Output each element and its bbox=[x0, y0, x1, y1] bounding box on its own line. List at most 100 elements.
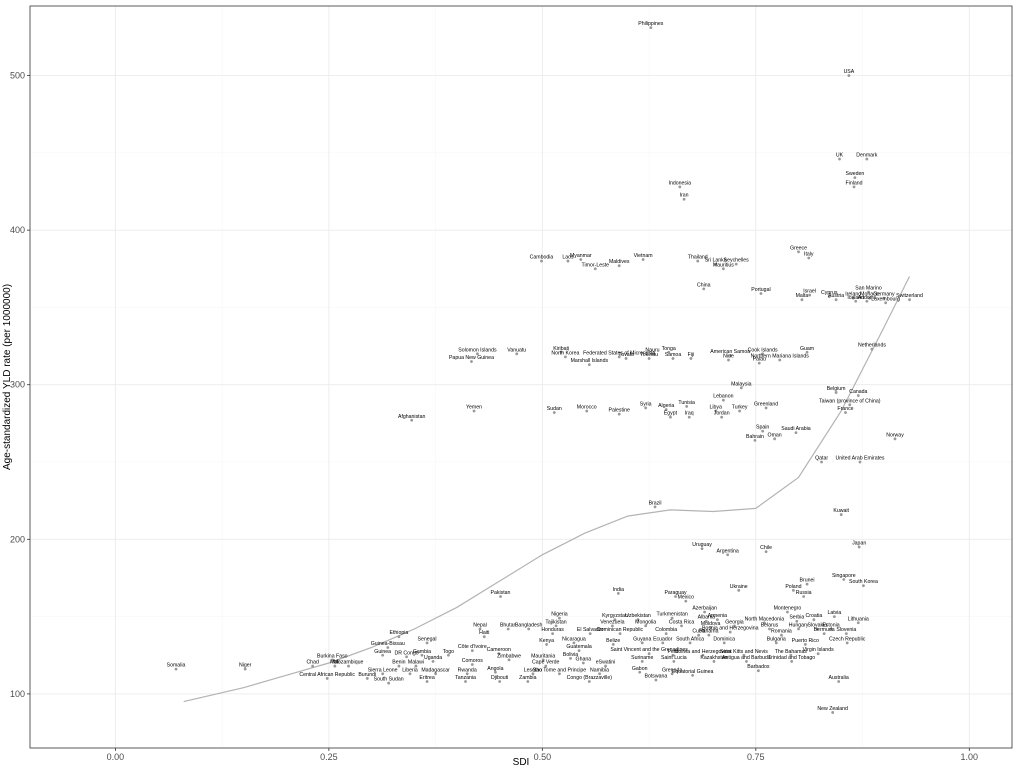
y-tick-label: 100 bbox=[10, 689, 25, 699]
point-label: Bhutan bbox=[500, 622, 517, 628]
point-label: Tokelau bbox=[640, 352, 658, 358]
data-point bbox=[867, 290, 870, 294]
data-point bbox=[647, 357, 651, 360]
point-label: San Marino bbox=[855, 285, 882, 291]
point-label: Morocco bbox=[577, 405, 597, 411]
data-point bbox=[564, 355, 567, 359]
data-point bbox=[325, 677, 329, 680]
data-point bbox=[742, 653, 746, 657]
data-point bbox=[812, 618, 816, 622]
data-point bbox=[610, 624, 614, 628]
data-point bbox=[856, 394, 860, 397]
point-label: Mozambique bbox=[334, 660, 364, 666]
data-point bbox=[865, 157, 869, 161]
data-point bbox=[800, 298, 804, 302]
point-label: Qatar bbox=[815, 456, 828, 462]
data-point bbox=[703, 610, 706, 614]
point-label: Syria bbox=[640, 401, 652, 407]
point-label: Chile bbox=[760, 545, 772, 551]
point-label: Vietnam bbox=[634, 253, 653, 259]
data-point bbox=[852, 185, 856, 189]
point-label: Canada bbox=[849, 389, 867, 395]
data-point bbox=[807, 256, 811, 260]
point-label: Guinea bbox=[374, 649, 391, 655]
point-label: Spain bbox=[756, 425, 769, 431]
x-axis-title: SDI bbox=[513, 757, 530, 768]
point-label: Singapore bbox=[832, 573, 856, 579]
point-label: Congo (Brazzaville) bbox=[567, 675, 613, 681]
data-point bbox=[795, 619, 799, 623]
data-point bbox=[867, 296, 871, 300]
data-point bbox=[558, 672, 561, 676]
data-point bbox=[653, 505, 657, 509]
point-label: Slovenia bbox=[836, 627, 856, 633]
point-label: Mauritius bbox=[713, 262, 734, 268]
point-label: Monaco bbox=[860, 292, 879, 298]
point-label: France bbox=[837, 406, 853, 412]
data-point bbox=[827, 295, 831, 299]
data-point bbox=[773, 437, 777, 441]
point-label: El Salvador bbox=[577, 627, 604, 633]
point-label: Hungary bbox=[789, 622, 809, 628]
data-point bbox=[472, 409, 476, 413]
point-label: Greece bbox=[790, 245, 807, 251]
data-point bbox=[667, 350, 671, 354]
data-point bbox=[478, 627, 482, 631]
point-label: Slovakia bbox=[808, 622, 828, 628]
gridlines bbox=[30, 6, 1012, 748]
point-label: Paraguay bbox=[664, 590, 687, 596]
data-point bbox=[728, 630, 732, 634]
point-label: Brazil bbox=[649, 500, 662, 506]
data-point bbox=[636, 618, 640, 622]
data-point bbox=[243, 667, 247, 671]
point-label: Kuwait bbox=[833, 508, 849, 514]
data-point bbox=[618, 632, 622, 636]
data-point bbox=[805, 350, 809, 354]
point-label: Turkey bbox=[732, 405, 748, 411]
data-point bbox=[408, 672, 412, 676]
point-label: Papua New Guinea bbox=[449, 355, 494, 361]
data-point bbox=[865, 299, 869, 303]
data-point bbox=[789, 653, 793, 657]
data-point bbox=[641, 258, 645, 261]
data-point bbox=[464, 680, 467, 683]
data-point bbox=[727, 358, 730, 362]
data-point bbox=[680, 624, 683, 628]
data-point bbox=[805, 582, 809, 586]
point-label: Yemen bbox=[466, 405, 482, 411]
point-label: North Korea bbox=[551, 350, 579, 356]
data-point bbox=[844, 411, 847, 414]
data-point bbox=[581, 661, 585, 665]
point-label: Iran bbox=[680, 193, 689, 199]
data-point bbox=[572, 641, 576, 645]
point-label: Uganda bbox=[424, 655, 442, 661]
data-point bbox=[330, 658, 334, 662]
point-label: Zimbabwe bbox=[497, 653, 521, 659]
data-point bbox=[687, 415, 691, 419]
data-point bbox=[470, 663, 474, 666]
data-point bbox=[551, 632, 554, 636]
point-label: Uzbekistan bbox=[625, 613, 651, 619]
point-label: Malawi bbox=[408, 660, 424, 666]
data-point bbox=[714, 409, 718, 413]
point-label: Sudan bbox=[547, 406, 562, 412]
data-point bbox=[664, 632, 668, 636]
data-point bbox=[856, 621, 860, 625]
data-point bbox=[829, 627, 833, 631]
y-tick-label: 500 bbox=[10, 71, 25, 81]
point-label: Tajikistan bbox=[545, 619, 566, 625]
point-label: Laos bbox=[562, 255, 574, 261]
data-point bbox=[838, 157, 841, 161]
point-label: Iceland bbox=[847, 295, 864, 301]
data-point bbox=[420, 653, 424, 657]
point-label: Netherlands bbox=[858, 343, 886, 349]
data-point bbox=[764, 406, 768, 410]
data-point bbox=[654, 678, 658, 682]
data-point bbox=[651, 352, 654, 356]
data-point bbox=[593, 267, 597, 271]
point-label: Uruguay bbox=[692, 542, 712, 548]
data-point bbox=[447, 653, 450, 657]
point-label: Philippines bbox=[638, 21, 663, 27]
x-axis: 0.00 0.25 0.50 0.75 1.00 bbox=[107, 748, 978, 762]
